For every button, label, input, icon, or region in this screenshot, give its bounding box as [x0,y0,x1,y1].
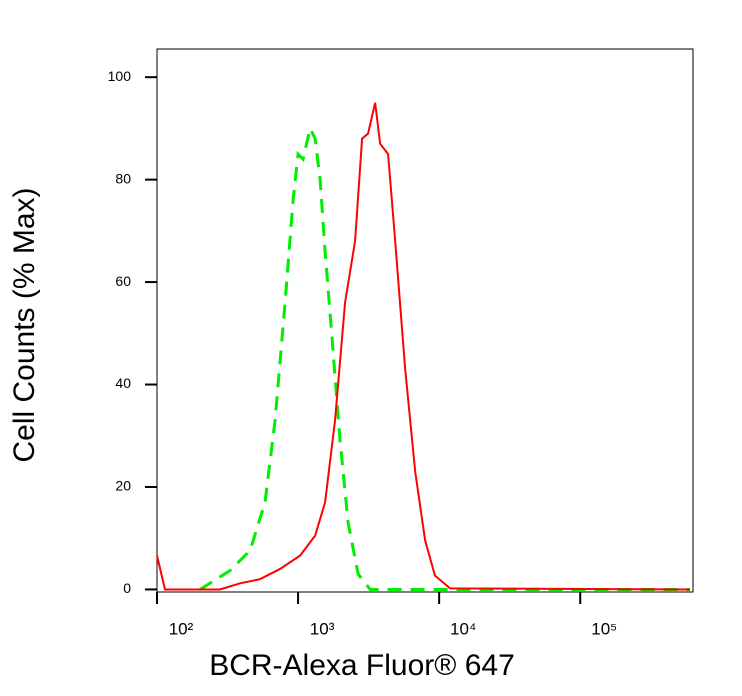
x-tick-label: 10⁴ [450,619,476,638]
x-tick-label: 10³ [310,619,335,638]
histogram-line [199,123,691,591]
y-tick-label: 100 [108,68,132,84]
y-tick-label: 0 [123,580,131,596]
x-axis-title: BCR-Alexa Fluor® 647 [209,649,515,682]
plot-frame [156,48,694,593]
y-tick-label: 60 [115,273,131,289]
y-tick-label: 20 [115,478,131,494]
x-tick-label: 10² [169,619,194,638]
histogram-line [156,102,691,591]
y-axis-title: Cell Counts (% Max) [8,187,41,462]
y-tick-label: 80 [115,170,131,186]
y-tick-label: 40 [115,375,131,391]
x-tick-label: 10⁵ [591,619,617,638]
